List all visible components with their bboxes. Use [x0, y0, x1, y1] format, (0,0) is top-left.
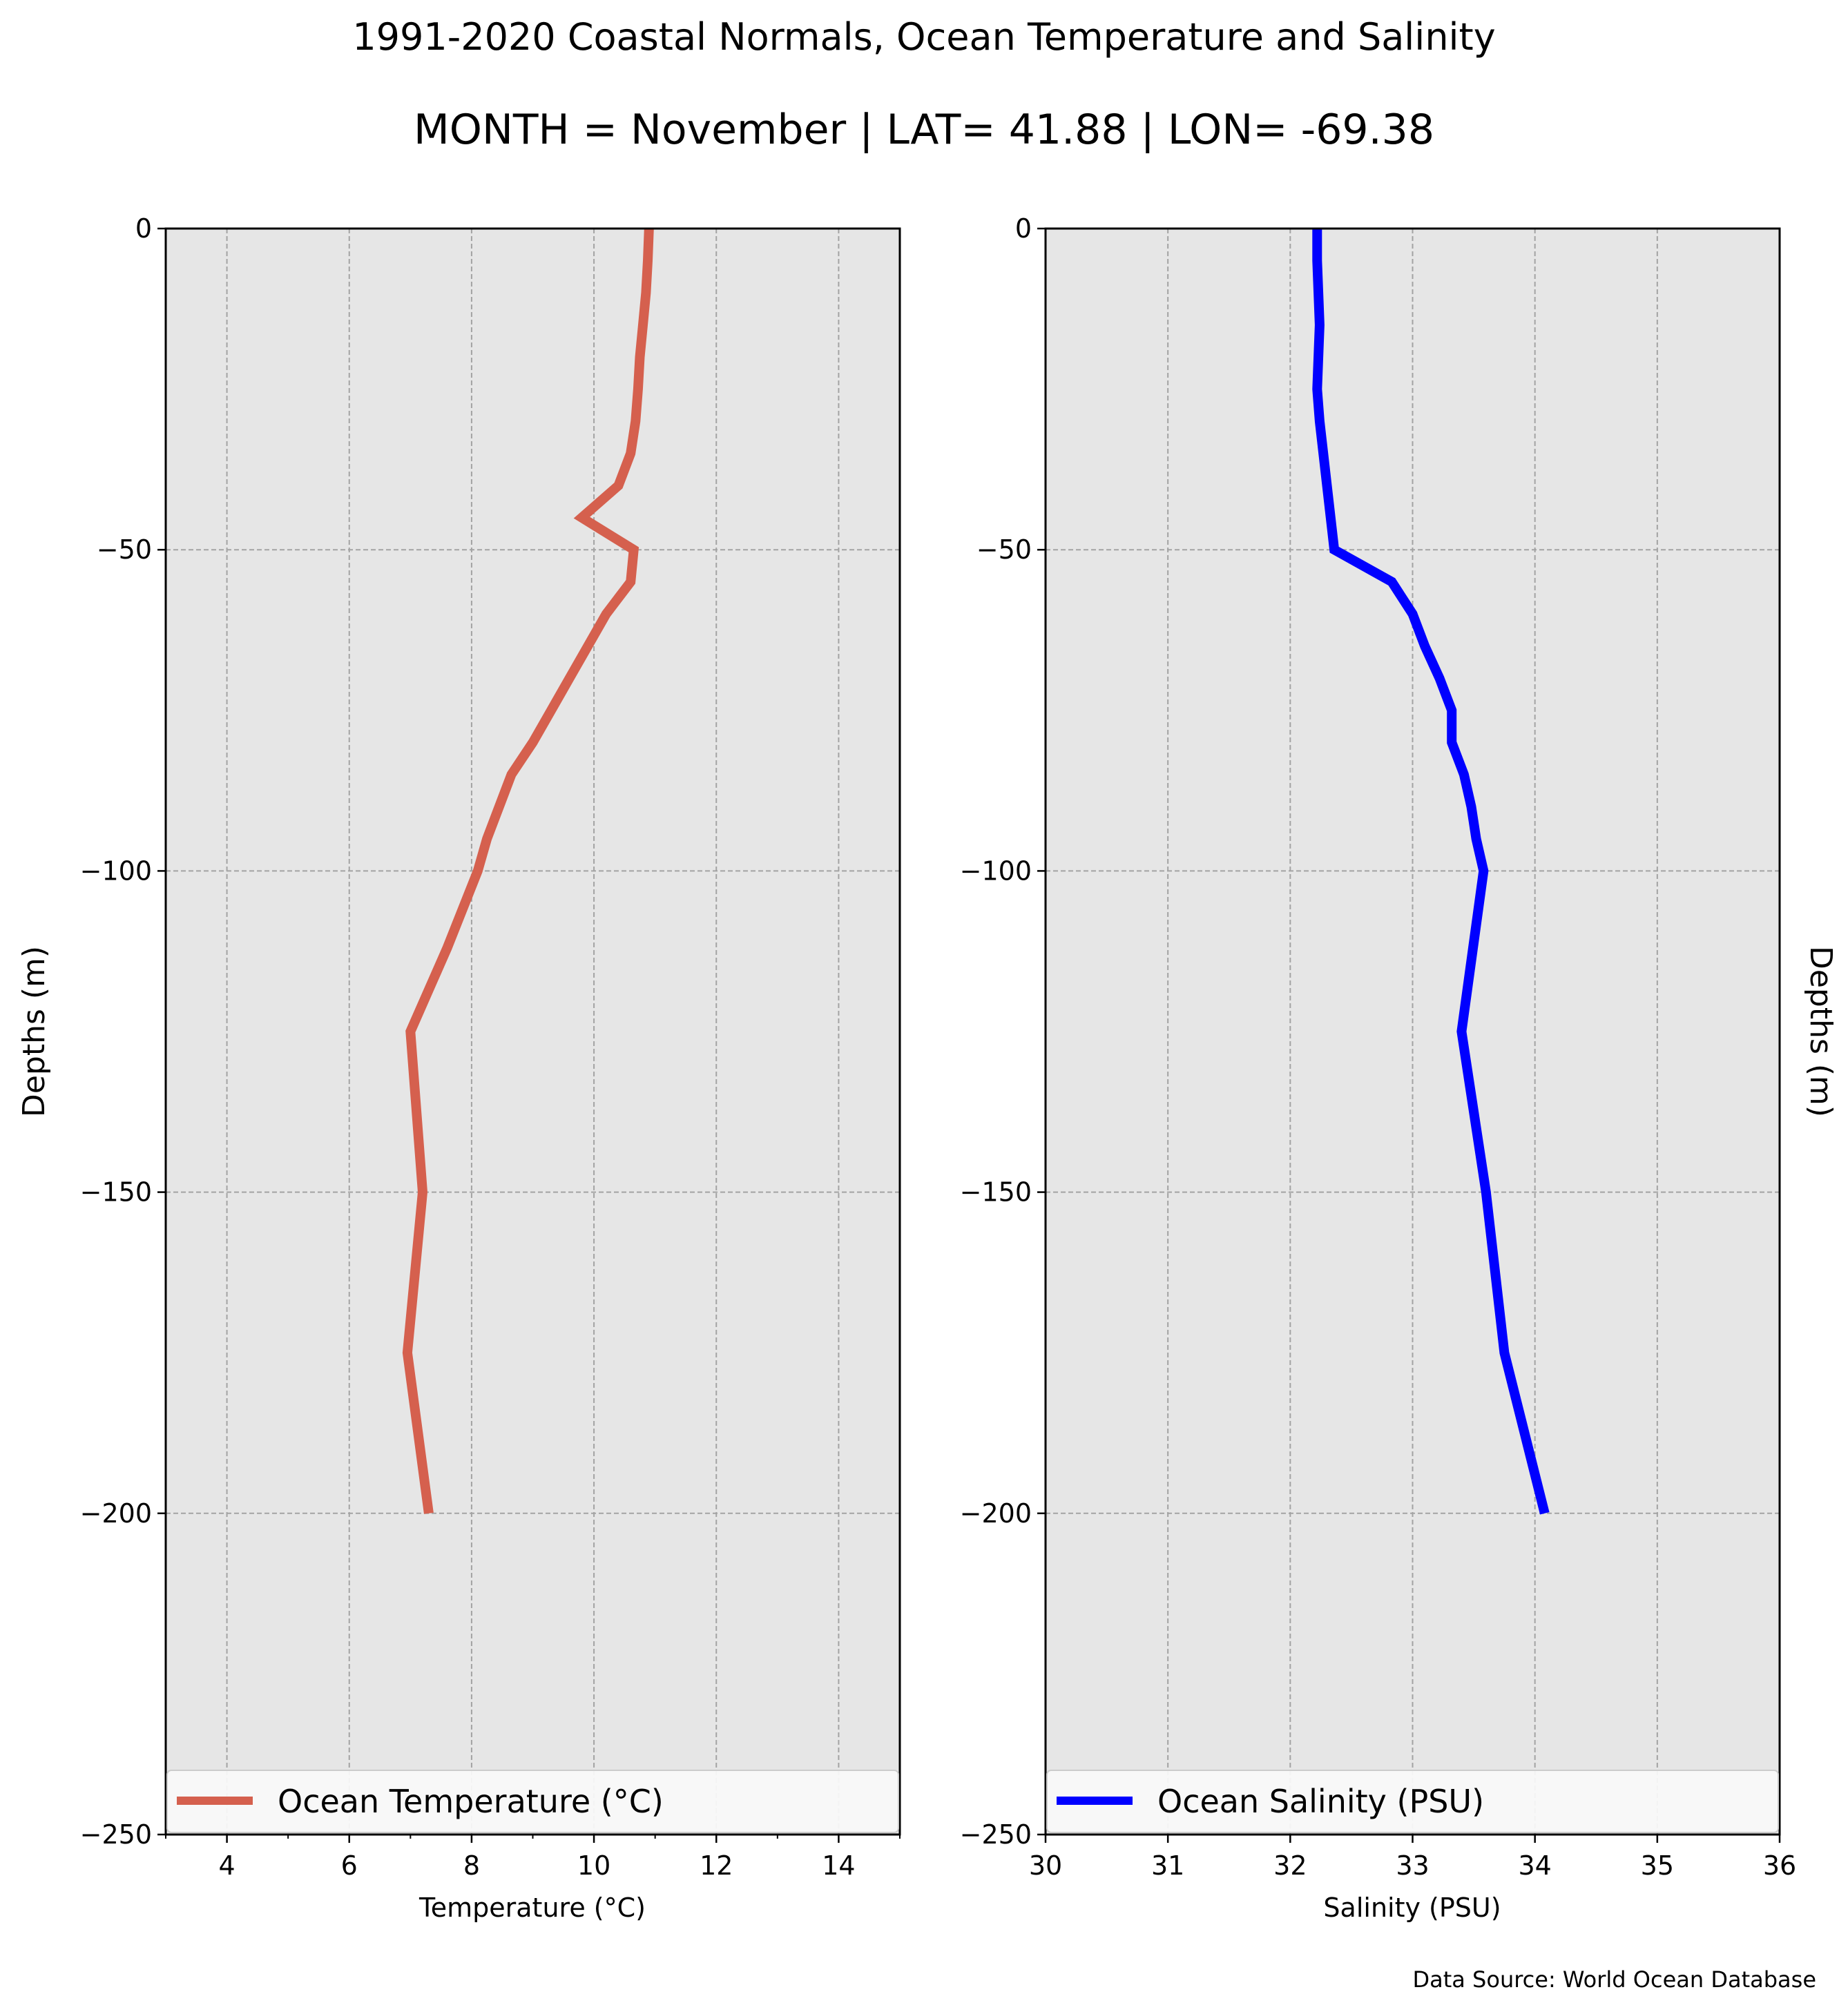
salinity-y-tick-label: −250 — [960, 1819, 1032, 1850]
temperature-x-tick-label: 12 — [700, 1850, 733, 1881]
salinity-x-tick-label: 32 — [1273, 1850, 1307, 1881]
temperature-y-tick-label: −50 — [97, 534, 152, 565]
salinity-line-layer — [1312, 229, 1550, 1515]
salinity-plot-area — [1046, 229, 1780, 1835]
salinity-y-tick-label: −100 — [960, 855, 1032, 886]
salinity-y-tick-label: −200 — [960, 1498, 1032, 1529]
temperature-legend-label: Ocean Temperature (°C) — [278, 1783, 664, 1820]
salinity-legend-box — [1046, 1770, 1779, 1833]
salinity-tick-layer: 30 31 32 33 34 35 36 0 −50 −100 −150 −200 −250 — [960, 213, 1797, 1881]
temperature-legend-box — [166, 1770, 899, 1833]
salinity-x-tick-label: 31 — [1151, 1850, 1184, 1881]
salinity-x-tick-label: 36 — [1763, 1850, 1796, 1881]
temperature-x-tick-label: 8 — [463, 1850, 480, 1881]
temperature-x-tick-label: 4 — [218, 1850, 235, 1881]
temperature-plot-area — [166, 229, 900, 1835]
temperature-x-tick-label: 14 — [822, 1850, 855, 1881]
salinity-x-tick-label: 34 — [1518, 1850, 1551, 1881]
chart-title: 1991-2020 Coastal Normals, Ocean Tempera… — [352, 15, 1495, 59]
salinity-y-tick-label: 0 — [1015, 213, 1032, 244]
chart-subtitle: MONTH = November | LAT= 41.88 | LON= -69… — [414, 106, 1434, 154]
temperature-series-line-0 — [402, 228, 654, 1514]
salinity-legend-label: Ocean Salinity (PSU) — [1157, 1783, 1484, 1820]
temperature-y-tick-label: −200 — [80, 1498, 152, 1529]
temperature-x-axis-label: Temperature (°C) — [418, 1893, 646, 1923]
salinity-series-line-0 — [1312, 229, 1550, 1515]
temperature-frame — [164, 227, 901, 1836]
temperature-y-tick-label: −250 — [80, 1819, 152, 1850]
right-y-axis-label: Depths (m) — [1803, 946, 1838, 1117]
salinity-x-tick-label: 33 — [1396, 1850, 1429, 1881]
temperature-x-tick-label: 10 — [577, 1850, 610, 1881]
salinity-x-tick-label: 30 — [1029, 1850, 1062, 1881]
salinity-y-tick-label: −150 — [960, 1177, 1032, 1208]
temperature-line-layer — [402, 228, 654, 1514]
salinity-legend: Ocean Salinity (PSU) — [1046, 1770, 1779, 1833]
salinity-x-axis-label: Salinity (PSU) — [1323, 1893, 1501, 1923]
salinity-frame — [1044, 227, 1781, 1836]
temperature-y-tick-label: −150 — [80, 1177, 152, 1208]
temperature-y-tick-label: −100 — [80, 855, 152, 886]
temperature-tick-layer: 4 6 8 10 12 14 0 −50 −100 −150 −200 −250 — [80, 213, 901, 1881]
temperature-y-axis-label: Depths (m) — [17, 946, 52, 1117]
temperature-panel: 4 6 8 10 12 14 0 −50 −100 −150 −200 −250 Ocean Temp… — [17, 213, 901, 1923]
salinity-x-tick-label: 35 — [1641, 1850, 1674, 1881]
source-note: Data Source: World Ocean Database — [1412, 1966, 1816, 1993]
temperature-x-tick-label: 6 — [341, 1850, 358, 1881]
temperature-legend: Ocean Temperature (°C) — [166, 1770, 899, 1833]
salinity-panel: 30 31 32 33 34 35 36 0 −50 −100 −150 −200 −250 Ocean… — [960, 213, 1797, 1923]
salinity-y-tick-label: −50 — [976, 534, 1032, 565]
temperature-y-tick-label: 0 — [135, 213, 152, 244]
